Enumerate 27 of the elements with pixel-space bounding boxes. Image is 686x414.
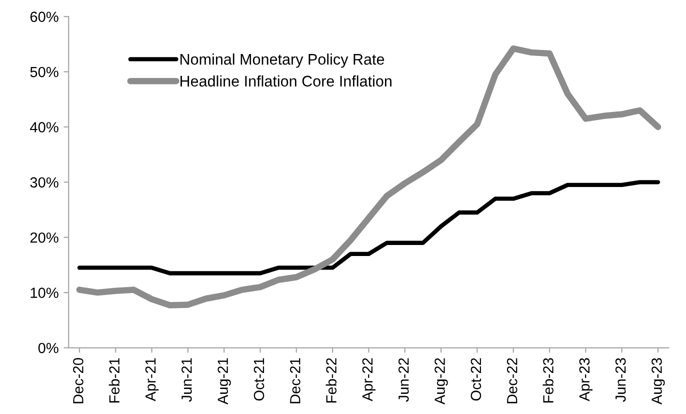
y-tick-label: 50%: [30, 66, 58, 78]
line-series: [77, 180, 660, 276]
legend-label: Nominal Monetary Policy Rate: [180, 53, 384, 68]
x-tick-label: Apr-21: [145, 358, 159, 402]
x-tick-label: Jun-21: [182, 358, 192, 402]
x-tick-label: Apr-22: [362, 358, 376, 402]
y-tick-label: 60%: [30, 12, 58, 22]
x-tick-label: Oct-22: [470, 358, 482, 401]
legend-label: Headline Inflation Core Inflation: [180, 75, 392, 87]
y-tick-label: 10%: [30, 288, 58, 298]
x-tick-label: Dec-20: [73, 358, 84, 404]
x-tick-label: Aug-23: [652, 358, 665, 404]
x-tick-label: Apr-23: [579, 358, 592, 402]
x-tick-label: Aug-22: [434, 358, 448, 404]
x-tick-label: Feb-21: [108, 358, 120, 402]
x-tick-label: Aug-21: [218, 358, 231, 404]
x-tick-label: Jun-22: [398, 358, 409, 402]
y-tick-label: 0%: [38, 342, 58, 354]
x-tick-label: Feb-23: [542, 358, 554, 402]
y-tick-label: 40%: [30, 122, 58, 132]
x-tick-label: Feb-22: [326, 358, 336, 402]
x-tick-label: Jun-23: [615, 358, 626, 402]
x-tick-label: Dec-22: [506, 358, 518, 404]
y-tick-label: 20%: [30, 232, 58, 243]
x-tick-label: Dec-21: [290, 358, 300, 404]
y-tick-label: 30%: [30, 177, 58, 188]
x-tick-label: Oct-21: [254, 358, 264, 401]
